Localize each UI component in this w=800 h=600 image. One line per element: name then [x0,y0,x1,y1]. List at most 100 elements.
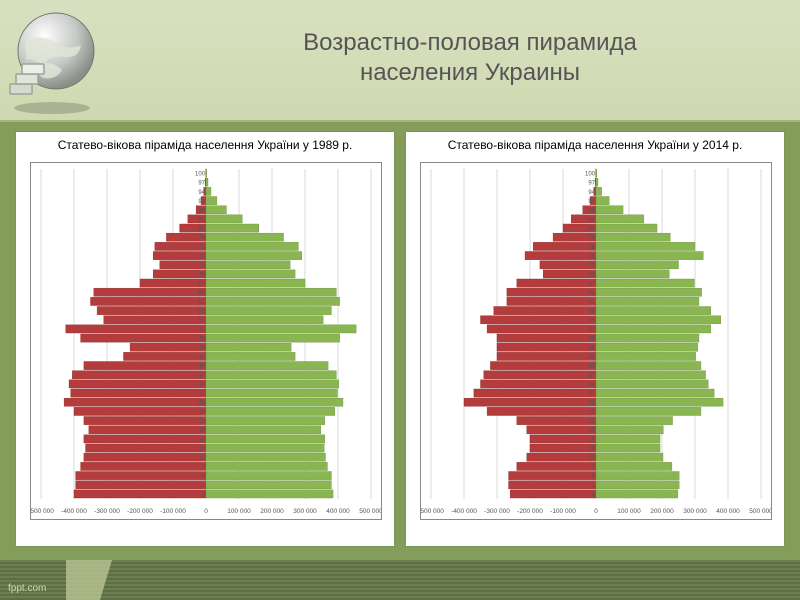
svg-text:19: 19 [198,428,205,434]
svg-text:97: 97 [198,181,205,187]
svg-text:300 000: 300 000 [293,508,317,515]
svg-text:200 000: 200 000 [650,508,674,515]
svg-text:100: 100 [585,172,596,178]
svg-text:34: 34 [588,382,595,388]
svg-text:94: 94 [198,190,205,196]
svg-text:37: 37 [198,373,205,379]
svg-text:70: 70 [588,272,595,278]
svg-text:73: 73 [588,263,595,269]
svg-text:100 000: 100 000 [227,508,251,515]
svg-text:34: 34 [198,382,205,388]
svg-text:28: 28 [588,401,595,407]
svg-text:500 000: 500 000 [359,508,382,515]
svg-text:37: 37 [588,373,595,379]
svg-text:22: 22 [198,419,205,425]
svg-text:31: 31 [588,392,595,398]
footer-label: fppt.com [8,583,46,594]
svg-text:67: 67 [198,282,205,288]
svg-text:0: 0 [594,508,598,515]
svg-text:79: 79 [198,236,205,242]
svg-text:100 000: 100 000 [617,508,641,515]
svg-text:-500 000: -500 000 [420,508,444,515]
svg-text:200 000: 200 000 [260,508,284,515]
svg-text:400 000: 400 000 [326,508,350,515]
svg-text:85: 85 [198,217,205,223]
pyramid-1989: 0147101316192225283134374043464952555861… [30,162,382,520]
svg-text:25: 25 [198,410,205,416]
svg-text:16: 16 [588,437,595,443]
svg-text:94: 94 [588,190,595,196]
svg-text:82: 82 [198,227,205,233]
svg-text:97: 97 [588,181,595,187]
svg-text:13: 13 [588,447,595,453]
svg-text:10: 10 [588,456,595,462]
svg-text:55: 55 [588,318,595,324]
panel-2014-title: Статево-вікова піраміда населення Україн… [406,138,784,152]
slide-root: Возрастно-половая пирамида населения Укр… [0,0,800,600]
svg-text:88: 88 [198,208,205,214]
svg-text:-300 000: -300 000 [94,508,120,515]
svg-text:43: 43 [198,355,205,361]
svg-text:100: 100 [195,172,206,178]
svg-text:40: 40 [198,364,205,370]
svg-text:28: 28 [198,401,205,407]
svg-text:70: 70 [198,272,205,278]
svg-text:79: 79 [588,236,595,242]
svg-text:91: 91 [588,199,595,205]
svg-text:16: 16 [198,437,205,443]
svg-text:61: 61 [588,300,595,306]
svg-text:46: 46 [588,346,595,352]
svg-text:25: 25 [588,410,595,416]
panel-1989: Статево-вікова піраміда населення Україн… [16,132,394,546]
svg-text:88: 88 [588,208,595,214]
svg-text:40: 40 [588,364,595,370]
svg-text:22: 22 [588,419,595,425]
svg-text:58: 58 [198,309,205,315]
svg-text:52: 52 [588,327,595,333]
svg-text:67: 67 [588,282,595,288]
svg-text:76: 76 [198,254,205,260]
svg-text:78: 78 [588,245,595,251]
svg-text:-400 000: -400 000 [61,508,87,515]
panel-1989-title: Статево-вікова піраміда населення Україн… [16,138,394,152]
charts-row: Статево-вікова піраміда населення Україн… [16,132,784,546]
svg-text:0: 0 [204,508,208,515]
svg-text:91: 91 [198,199,205,205]
svg-text:43: 43 [588,355,595,361]
panel-2014: Статево-вікова піраміда населення Україн… [406,132,784,546]
svg-text:19: 19 [588,428,595,434]
svg-text:64: 64 [198,291,205,297]
svg-text:78: 78 [198,245,205,251]
svg-text:52: 52 [198,327,205,333]
pyramid-2014: 0147101316192225283134374043464952555861… [420,162,772,520]
svg-text:76: 76 [588,254,595,260]
svg-text:10: 10 [198,456,205,462]
slide-title: Возрастно-половая пирамида населения Укр… [190,28,750,88]
svg-text:400 000: 400 000 [716,508,740,515]
svg-text:500 000: 500 000 [749,508,772,515]
svg-text:-500 000: -500 000 [30,508,54,515]
svg-text:49: 49 [198,337,205,343]
svg-text:49: 49 [588,337,595,343]
svg-text:-400 000: -400 000 [451,508,477,515]
svg-text:61: 61 [198,300,205,306]
svg-text:-200 000: -200 000 [127,508,153,515]
svg-text:58: 58 [588,309,595,315]
svg-text:300 000: 300 000 [683,508,707,515]
svg-text:46: 46 [198,346,205,352]
svg-text:64: 64 [588,291,595,297]
svg-text:-100 000: -100 000 [550,508,576,515]
svg-text:82: 82 [588,227,595,233]
svg-text:13: 13 [198,447,205,453]
svg-text:-300 000: -300 000 [484,508,510,515]
footer-bar: fppt.com [0,560,800,600]
svg-text:73: 73 [198,263,205,269]
title-line2: населения Украины [360,59,580,86]
svg-text:-100 000: -100 000 [160,508,186,515]
svg-text:31: 31 [198,392,205,398]
svg-text:55: 55 [198,318,205,324]
title-line1: Возрастно-половая пирамида [303,29,637,56]
footer-accent [66,560,112,600]
svg-text:-200 000: -200 000 [517,508,543,515]
svg-text:85: 85 [588,217,595,223]
